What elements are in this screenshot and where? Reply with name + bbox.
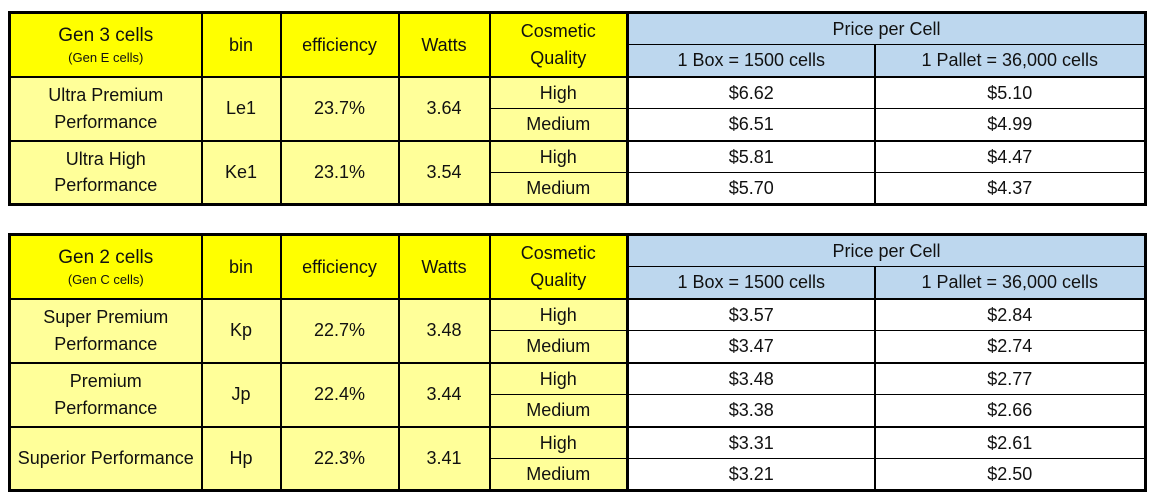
- box-price-cell: $3.47: [626, 330, 875, 363]
- pallet-price-cell: $2.74: [873, 330, 1146, 363]
- bin-group-row-medium: Medium $6.51 $4.99: [10, 108, 1146, 141]
- quality-cell: Medium: [488, 330, 628, 363]
- bin-group-row-medium: Medium $3.21 $2.50: [10, 458, 1146, 491]
- quality-cell: Medium: [488, 394, 628, 427]
- product-name-cell: Super Premium Performance: [8, 297, 202, 363]
- watts-cell: 3.44: [397, 361, 490, 427]
- column-header-bin: bin: [200, 11, 281, 77]
- column-header-price-per-cell: Price per Cell: [625, 233, 1146, 267]
- pallet-price-cell: $4.47: [873, 139, 1146, 173]
- pallet-price-cell: $2.50: [873, 458, 1146, 491]
- column-header-cosmetic-quality: Cosmetic Quality: [488, 233, 628, 299]
- column-header-cosmetic-quality: Cosmetic Quality: [488, 11, 628, 77]
- efficiency-cell: 23.1%: [279, 139, 399, 205]
- pallet-price-cell: $2.66: [873, 394, 1146, 427]
- bin-cell: Kp: [200, 297, 281, 363]
- column-header-pallet: 1 Pallet = 36,000 cells: [873, 266, 1146, 299]
- table-subtitle: (Gen E cells): [68, 49, 144, 65]
- bin-group-row-high: Super Premium Performance Kp 22.7% 3.48 …: [8, 297, 1146, 363]
- pallet-price-cell: $2.77: [873, 361, 1146, 395]
- quality-cell: High: [488, 75, 628, 109]
- box-price-cell: $3.48: [626, 361, 875, 395]
- efficiency-cell: 23.7%: [279, 75, 399, 141]
- watts-cell: 3.48: [397, 297, 490, 363]
- table-title: Gen 2 cells: [58, 246, 154, 268]
- pallet-price-cell: $4.99: [873, 108, 1146, 141]
- box-price-cell: $5.70: [626, 172, 875, 205]
- column-header-box: 1 Box = 1500 cells: [626, 266, 875, 299]
- pallet-price-cell: $4.37: [873, 172, 1146, 205]
- pallet-price-cell: $2.61: [873, 425, 1146, 459]
- pallet-price-cell: $5.10: [873, 75, 1146, 109]
- column-header-efficiency: efficiency: [279, 11, 399, 77]
- bin-cell: Le1: [200, 75, 281, 141]
- header-row: Gen 3 cells (Gen E cells) bin efficiency…: [8, 11, 1146, 77]
- box-price-cell: $6.51: [626, 108, 875, 141]
- watts-cell: 3.41: [397, 425, 490, 491]
- column-header-price-per-cell: Price per Cell: [625, 11, 1146, 45]
- quality-cell: Medium: [488, 172, 628, 205]
- efficiency-cell: 22.7%: [279, 297, 399, 363]
- product-name-cell: Premium Performance: [8, 361, 202, 427]
- column-header-bin: bin: [200, 233, 281, 299]
- column-header-watts: Watts: [397, 233, 490, 299]
- table-title: Gen 3 cells: [58, 24, 154, 46]
- column-header-box: 1 Box = 1500 cells: [626, 44, 875, 77]
- header-subrow: 1 Box = 1500 cells 1 Pallet = 36,000 cel…: [10, 44, 1146, 77]
- box-price-cell: $3.57: [626, 297, 875, 331]
- bin-cell: Jp: [200, 361, 281, 427]
- quality-cell: High: [488, 139, 628, 173]
- bin-group-row-high: Ultra Premium Performance Le1 23.7% 3.64…: [8, 75, 1146, 141]
- quality-cell: High: [488, 425, 628, 459]
- product-name-cell: Superior Performance: [8, 425, 202, 491]
- box-price-cell: $5.81: [626, 139, 875, 173]
- bin-group-row-high: Premium Performance Jp 22.4% 3.44 High $…: [8, 361, 1146, 427]
- bin-group-row-high: Superior Performance Hp 22.3% 3.41 High …: [8, 425, 1146, 491]
- efficiency-cell: 22.3%: [279, 425, 399, 491]
- quality-cell: Medium: [488, 108, 628, 141]
- efficiency-cell: 22.4%: [279, 361, 399, 427]
- header-subrow: 1 Box = 1500 cells 1 Pallet = 36,000 cel…: [10, 266, 1146, 299]
- column-header-watts: Watts: [397, 11, 490, 77]
- gen3-cells-table: Gen 3 cells (Gen E cells) bin efficiency…: [8, 11, 1148, 206]
- product-name-cell: Ultra High Performance: [8, 139, 202, 205]
- quality-cell: High: [488, 361, 628, 395]
- pallet-price-cell: $2.84: [873, 297, 1146, 331]
- watts-cell: 3.54: [397, 139, 490, 205]
- bin-group-row-medium: Medium $3.38 $2.66: [10, 394, 1146, 427]
- column-header-pallet: 1 Pallet = 36,000 cells: [873, 44, 1146, 77]
- watts-cell: 3.64: [397, 75, 490, 141]
- bin-cell: Hp: [200, 425, 281, 491]
- bin-group-row-medium: Medium $3.47 $2.74: [10, 330, 1146, 363]
- bin-group-row-high: Ultra High Performance Ke1 23.1% 3.54 Hi…: [8, 139, 1146, 205]
- header-row: Gen 2 cells (Gen C cells) bin efficiency…: [8, 233, 1146, 299]
- box-price-cell: $3.38: [626, 394, 875, 427]
- table-title-cell: Gen 3 cells (Gen E cells): [8, 11, 202, 77]
- box-price-cell: $3.21: [626, 458, 875, 491]
- box-price-cell: $3.31: [626, 425, 875, 459]
- column-header-efficiency: efficiency: [279, 233, 399, 299]
- product-name-cell: Ultra Premium Performance: [8, 75, 202, 141]
- gen2-cells-table: Gen 2 cells (Gen C cells) bin efficiency…: [8, 233, 1148, 492]
- box-price-cell: $6.62: [626, 75, 875, 109]
- bin-cell: Ke1: [200, 139, 281, 205]
- table-title-cell: Gen 2 cells (Gen C cells): [8, 233, 202, 299]
- quality-cell: High: [488, 297, 628, 331]
- quality-cell: Medium: [488, 458, 628, 491]
- bin-group-row-medium: Medium $5.70 $4.37: [10, 172, 1146, 205]
- table-subtitle: (Gen C cells): [67, 271, 144, 287]
